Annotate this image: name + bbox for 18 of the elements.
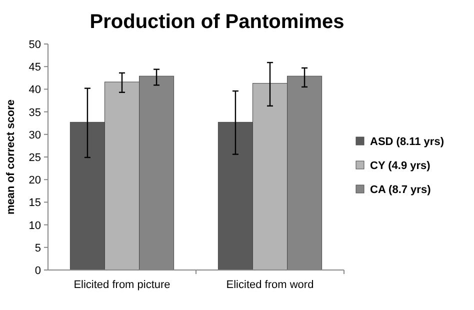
y-tick-label: 20	[28, 174, 41, 187]
legend-label: ASD (8.11 yrs)	[370, 136, 444, 148]
y-tick-label: 25	[28, 152, 41, 164]
y-tick-label: 5	[34, 242, 41, 254]
y-tick-label: 10	[28, 220, 41, 232]
y-tick-label: 50	[28, 39, 41, 51]
chart-title: Production of Pantomimes	[90, 11, 344, 33]
x-tick-label: Elicited from word	[226, 279, 314, 291]
y-tick-label: 35	[28, 106, 41, 119]
y-tick-label: 15	[28, 197, 41, 210]
y-tick-label: 0	[34, 265, 41, 277]
y-axis-title: mean of correct score	[5, 100, 17, 214]
y-tick-label: 40	[28, 84, 41, 96]
y-tick-label: 30	[28, 129, 41, 142]
x-tick-label: Elicited from picture	[74, 279, 170, 291]
legend-label: CY (4.9 yrs)	[370, 160, 431, 172]
legend-label: CA (8.7 yrs)	[370, 184, 432, 196]
y-tick-label: 45	[28, 62, 41, 74]
